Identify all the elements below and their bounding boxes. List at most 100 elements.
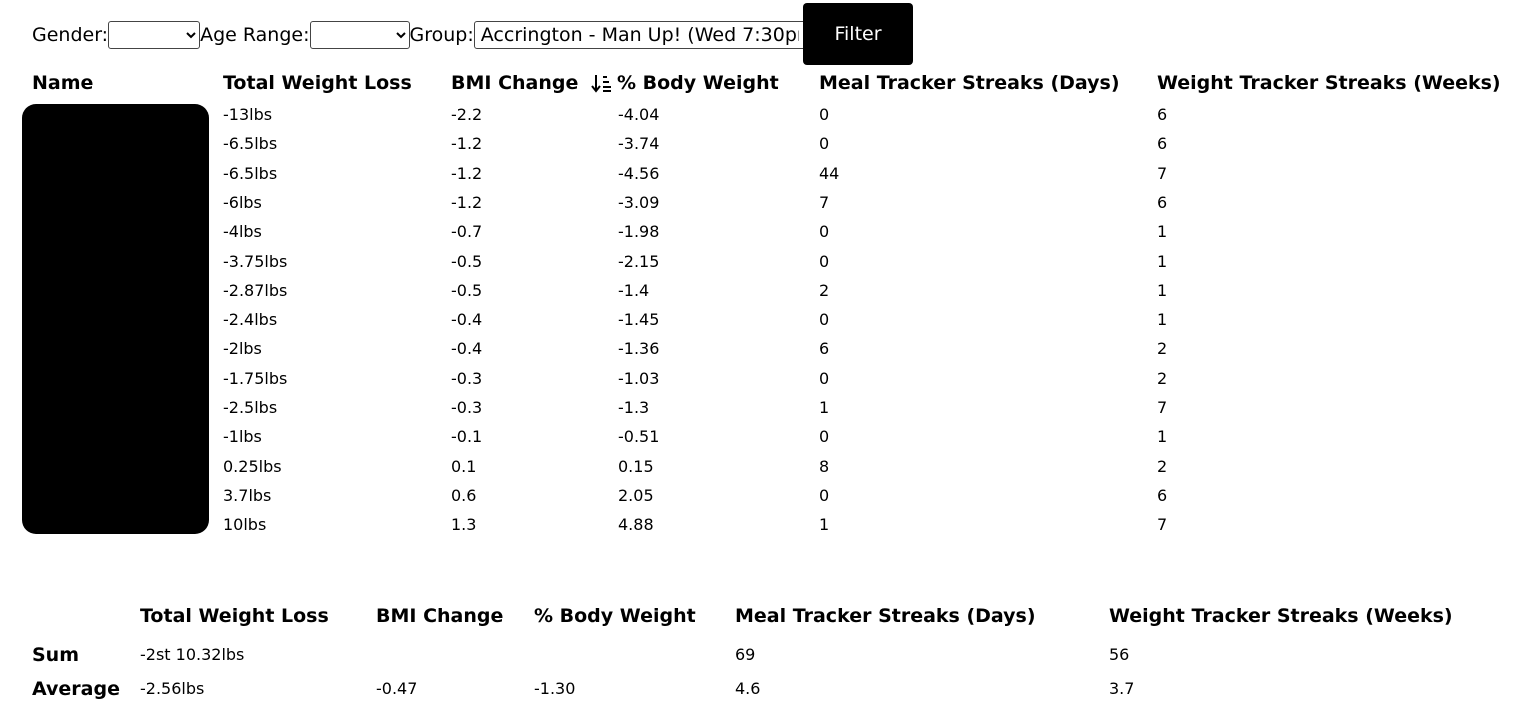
table-row: -13lbs -2.2 -4.04 0 6: [0, 100, 1536, 129]
cell-meal-streaks: 1: [819, 515, 830, 535]
cell-weight-streaks: 6: [1157, 485, 1168, 505]
cell-meal-streaks: 0: [819, 134, 830, 154]
cell-total-weight-loss: -1.75lbs: [223, 368, 288, 388]
column-header-body-weight-label: % Body Weight: [617, 72, 779, 94]
cell-bmi-change: 0.6: [451, 485, 477, 505]
cell-body-weight: -1.03: [618, 368, 660, 388]
cell-meal-streaks: 44: [819, 163, 840, 183]
summary-header-body-weight: % Body Weight: [534, 605, 696, 627]
cell-weight-streaks: 1: [1157, 222, 1168, 242]
table-row: 0.25lbs 0.1 0.15 8 2: [0, 452, 1536, 481]
average-weight-streaks: 3.7: [1109, 679, 1135, 698]
cell-meal-streaks: 0: [819, 310, 830, 330]
cell-bmi-change: 0.1: [451, 456, 477, 476]
summary-header-meal-streaks: Meal Tracker Streaks (Days): [735, 605, 1036, 627]
summary-header-weight-streaks: Weight Tracker Streaks (Weeks): [1109, 605, 1453, 627]
cell-total-weight-loss: -6lbs: [223, 192, 262, 212]
cell-bmi-change: -0.7: [451, 222, 483, 242]
sum-meal-streaks: 69: [735, 645, 756, 664]
column-header-bmi-change[interactable]: BMI Change: [451, 72, 579, 94]
cell-weight-streaks: 2: [1157, 368, 1168, 388]
cell-total-weight-loss: -3.75lbs: [223, 251, 288, 271]
cell-total-weight-loss: -13lbs: [223, 105, 273, 124]
cell-total-weight-loss: -2lbs: [223, 339, 262, 359]
table-row: -2.4lbs -0.4 -1.45 0 1: [0, 305, 1536, 334]
summary-header-total-weight-loss: Total Weight Loss: [140, 605, 329, 627]
cell-meal-streaks: 7: [819, 192, 830, 212]
column-header-meal-streaks[interactable]: Meal Tracker Streaks (Days): [819, 72, 1120, 94]
filter-bar: Gender: Age Range: Group: Accrington - M…: [32, 4, 818, 66]
average-bmi-change: -0.47: [376, 679, 418, 698]
table-row: -6.5lbs -1.2 -4.56 44 7: [0, 159, 1536, 188]
cell-body-weight: -1.45: [618, 310, 660, 330]
cell-bmi-change: -0.3: [451, 368, 483, 388]
table-row: -2lbs -0.4 -1.36 6 2: [0, 334, 1536, 363]
cell-total-weight-loss: 10lbs: [223, 515, 267, 535]
cell-meal-streaks: 0: [819, 222, 830, 242]
cell-total-weight-loss: -6.5lbs: [223, 163, 278, 183]
cell-bmi-change: -2.2: [451, 105, 483, 124]
cell-body-weight: 4.88: [618, 515, 654, 535]
cell-weight-streaks: 2: [1157, 339, 1168, 359]
table-row: -2.5lbs -0.3 -1.3 1 7: [0, 393, 1536, 422]
cell-bmi-change: 1.3: [451, 515, 477, 535]
column-header-total-weight-loss[interactable]: Total Weight Loss: [223, 72, 412, 94]
cell-bmi-change: -1.2: [451, 192, 483, 212]
summary-label-average: Average: [32, 678, 120, 700]
cell-body-weight: -2.15: [618, 251, 660, 271]
cell-weight-streaks: 6: [1157, 134, 1168, 154]
cell-body-weight: 2.05: [618, 485, 654, 505]
sum-total-weight-loss: -2st 10.32lbs: [140, 645, 245, 664]
cell-body-weight: -3.09: [618, 192, 660, 212]
table-row: -6lbs -1.2 -3.09 7 6: [0, 188, 1536, 217]
filter-button[interactable]: Filter: [803, 3, 913, 65]
average-total-weight-loss: -2.56lbs: [140, 679, 205, 698]
cell-weight-streaks: 2: [1157, 456, 1168, 476]
cell-weight-streaks: 6: [1157, 105, 1168, 124]
group-select[interactable]: Accrington - Man Up! (Wed 7:30pm): [473, 21, 818, 49]
column-header-name[interactable]: Name: [32, 72, 94, 94]
age-range-select[interactable]: [309, 21, 410, 49]
cell-meal-streaks: 6: [819, 339, 830, 359]
cell-body-weight: -3.74: [618, 134, 660, 154]
cell-meal-streaks: 0: [819, 251, 830, 271]
cell-meal-streaks: 2: [819, 280, 830, 300]
cell-weight-streaks: 7: [1157, 163, 1168, 183]
cell-body-weight: -4.04: [618, 105, 660, 124]
cell-weight-streaks: 1: [1157, 310, 1168, 330]
cell-weight-streaks: 1: [1157, 427, 1168, 447]
cell-total-weight-loss: -4lbs: [223, 222, 262, 242]
cell-weight-streaks: 7: [1157, 515, 1168, 535]
cell-total-weight-loss: -2.5lbs: [223, 398, 278, 417]
cell-total-weight-loss: -2.87lbs: [223, 280, 288, 300]
cell-bmi-change: -0.3: [451, 398, 483, 417]
redacted-names-block: [22, 104, 209, 534]
gender-select[interactable]: [108, 21, 201, 49]
cell-weight-streaks: 1: [1157, 251, 1168, 271]
cell-total-weight-loss: -1lbs: [223, 427, 262, 447]
cell-body-weight: -1.4: [618, 280, 650, 300]
cell-body-weight: 0.15: [618, 456, 654, 476]
table-row: -1lbs -0.1 -0.51 0 1: [0, 422, 1536, 451]
cell-body-weight: -1.98: [618, 222, 660, 242]
cell-bmi-change: -0.5: [451, 280, 483, 300]
column-header-body-weight[interactable]: % Body Weight: [591, 68, 779, 98]
table-row: -6.5lbs -1.2 -3.74 0 6: [0, 129, 1536, 158]
average-body-weight: -1.30: [534, 679, 576, 698]
cell-meal-streaks: 0: [819, 368, 830, 388]
cell-meal-streaks: 0: [819, 105, 830, 124]
cell-body-weight: -1.36: [618, 339, 660, 359]
cell-bmi-change: -0.4: [451, 339, 483, 359]
summary-row-average: Average -2.56lbs -0.47 -1.30 4.6 3.7: [0, 672, 1536, 706]
cell-bmi-change: -0.4: [451, 310, 483, 330]
cell-total-weight-loss: 3.7lbs: [223, 485, 272, 505]
table-row: -2.87lbs -0.5 -1.4 2 1: [0, 276, 1536, 305]
cell-bmi-change: -1.2: [451, 163, 483, 183]
column-header-weight-streaks[interactable]: Weight Tracker Streaks (Weeks): [1157, 72, 1501, 94]
cell-bmi-change: -0.5: [451, 251, 483, 271]
cell-meal-streaks: 8: [819, 456, 830, 476]
summary-label-sum: Sum: [32, 644, 80, 666]
sum-weight-streaks: 56: [1109, 645, 1130, 664]
cell-meal-streaks: 0: [819, 485, 830, 505]
cell-meal-streaks: 0: [819, 427, 830, 447]
